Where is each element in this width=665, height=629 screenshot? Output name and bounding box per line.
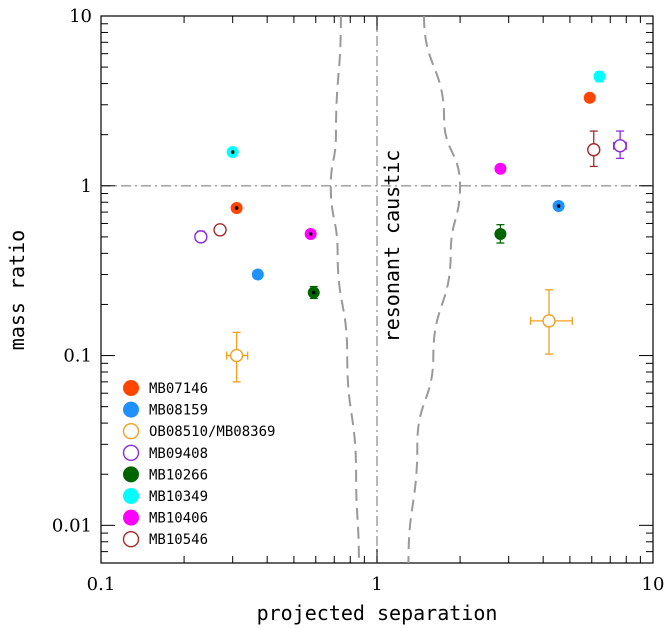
tick-labels: 0.1 1 10 0.01 0.1 1 10 [52, 6, 665, 595]
legend-label: MB10266 [149, 467, 208, 483]
marker-center-dot [556, 204, 561, 208]
marker [583, 91, 596, 104]
data-point [583, 91, 596, 104]
marker [542, 314, 556, 328]
data-point [304, 227, 317, 240]
marker [494, 162, 507, 175]
legend-marker [122, 423, 140, 440]
data-point [230, 201, 243, 214]
legend-label: MB10546 [149, 532, 208, 548]
legend-marker [122, 444, 140, 461]
x-axis-title: projected separation [257, 601, 498, 625]
marker [251, 268, 264, 281]
y-tick-label: 0.01 [52, 515, 92, 536]
reference-lines [101, 16, 653, 563]
y-axis-title: mass ratio [5, 230, 29, 350]
marker [587, 143, 601, 157]
legend: MB07146 MB08159 OB08510/MB08369 MB09408 MB10… [122, 380, 275, 548]
marker-center-dot [308, 232, 313, 236]
data-point [552, 200, 565, 213]
marker [194, 230, 208, 244]
data-point [251, 268, 264, 281]
data-point [587, 130, 601, 168]
caustic-boundary [329, 16, 462, 563]
marker-center-dot [311, 290, 316, 295]
x-tick-label: 10 [642, 574, 665, 595]
data-point [226, 146, 239, 159]
data-point [593, 70, 606, 83]
data-point [194, 230, 208, 244]
axis-ticks [100, 16, 653, 564]
data-point [307, 285, 320, 300]
legend-marker [123, 466, 139, 483]
x-tick-label: 1 [371, 574, 382, 595]
legend-marker [123, 488, 139, 504]
marker [229, 348, 244, 363]
legend-marker [122, 531, 140, 548]
legend-label: MB10406 [149, 511, 208, 527]
legend-label: OB08510/MB08369 [149, 424, 275, 440]
marker [213, 223, 227, 237]
y-tick-label: 1 [81, 176, 92, 197]
legend-label: MB08159 [149, 403, 208, 419]
marker [593, 70, 606, 83]
resonant-caustic-annotation: resonant caustic [380, 150, 404, 343]
caustic-right-curve [407, 16, 462, 563]
legend-marker [123, 380, 139, 396]
caustic-left-curve [329, 16, 360, 563]
marker-center-dot [230, 150, 235, 154]
data-point [612, 130, 627, 160]
marker-center-dot [234, 206, 239, 210]
legend-label: MB07146 [149, 381, 208, 397]
legend-label: MB10349 [149, 489, 208, 505]
legend-marker [123, 401, 139, 418]
data-points [194, 70, 627, 383]
marker [494, 227, 507, 240]
y-tick-label: 10 [69, 6, 92, 27]
legend-label: MB09408 [149, 446, 208, 462]
data-point [494, 224, 507, 244]
x-tick-label: 0.1 [87, 574, 116, 595]
marker [613, 139, 627, 153]
data-point [225, 331, 249, 383]
data-point [213, 223, 227, 237]
data-point [529, 289, 573, 355]
data-point [494, 162, 507, 175]
y-tick-label: 0.1 [63, 346, 92, 367]
legend-marker [123, 509, 139, 526]
